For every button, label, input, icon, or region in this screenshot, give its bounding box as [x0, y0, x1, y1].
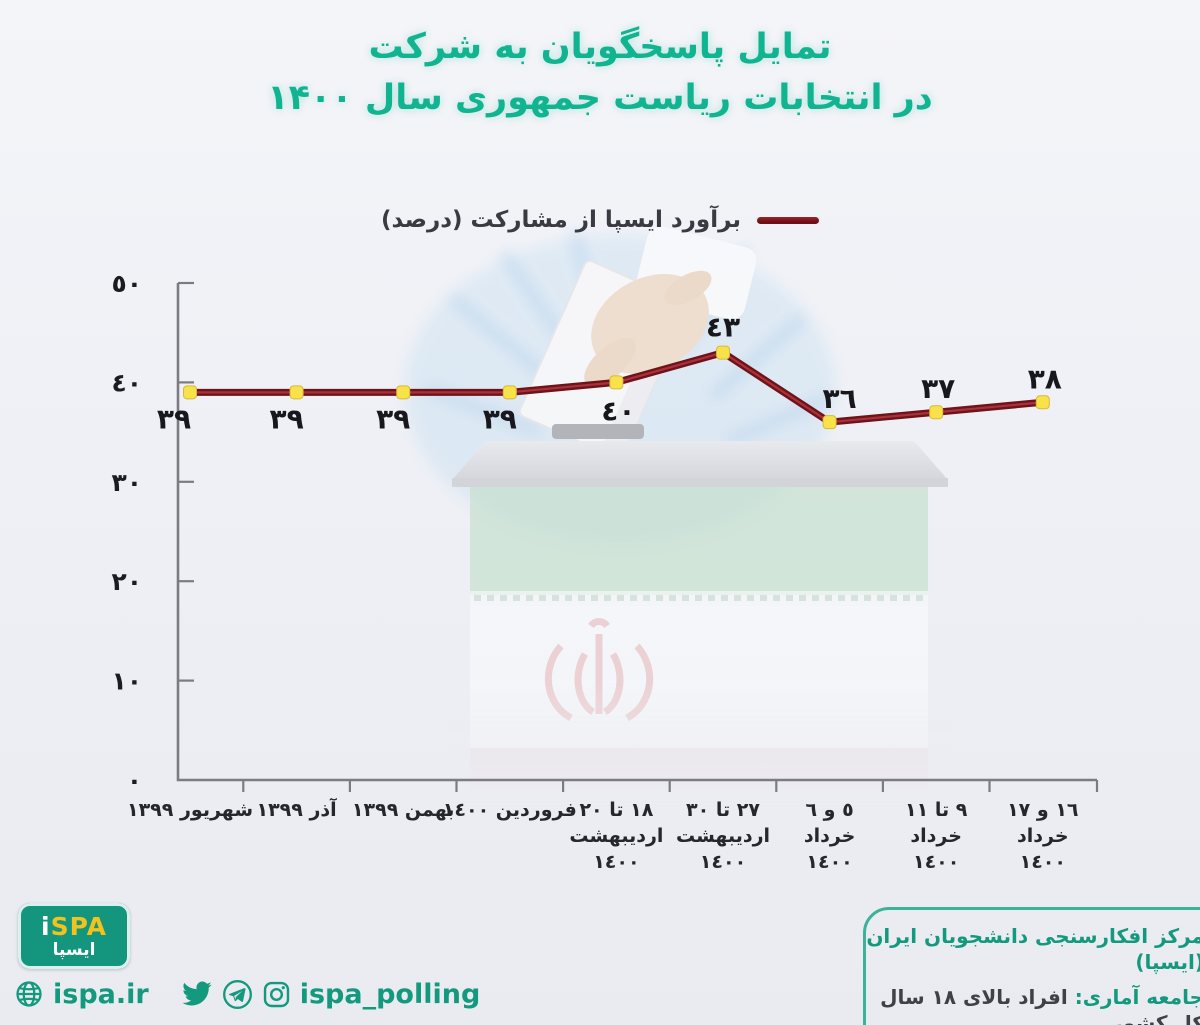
- statistical-population: جامعه آماری: افراد بالای ١٨ سال کل کشور: [880, 985, 1200, 1025]
- value-label: ٣٧: [921, 372, 955, 405]
- website-link[interactable]: ispa.ir: [53, 978, 149, 1010]
- x-axis-label: ٩ تا ١١ خرداد ١٤٠٠: [905, 799, 968, 873]
- legend-line-swatch: [757, 216, 820, 224]
- telegram-icon[interactable]: [222, 979, 253, 1010]
- x-axis-label: شهریور ١٣٩٩: [126, 799, 254, 821]
- x-axis-label: بهمن ١٣٩٩: [351, 799, 455, 821]
- org-name: مرکز افکارسنجی دانشجویان ایران (ایسپا): [866, 924, 1200, 974]
- participation-line-highlight: [188, 351, 1044, 424]
- value-label: ٤٠: [601, 394, 635, 427]
- x-axis-labels: شهریور ١٣٩٩ آذر ١٣٩٩ بهمن ١٣٩٩ فروردین ١٤٠٠…: [0, 797, 1200, 912]
- axes: [176, 283, 1097, 782]
- page-title-line1: تمایل پاسخگویان به شرکت: [368, 27, 832, 67]
- twitter-icon[interactable]: [181, 978, 213, 1010]
- social-bar: ispa.ir ispa_polling: [14, 978, 480, 1010]
- globe-icon: [16, 981, 42, 1007]
- data-point: [609, 375, 624, 390]
- y-tick-label: ٤٠: [111, 368, 142, 397]
- instagram-icon[interactable]: [262, 980, 291, 1009]
- y-tick-label: ٥٠: [111, 269, 142, 298]
- y-tick-label: ٢٠: [111, 567, 142, 596]
- data-point: [502, 385, 517, 400]
- data-point: [289, 385, 304, 400]
- ispa-logo: iSPA ایسپا: [18, 903, 130, 969]
- instagram-handle[interactable]: ispa_polling: [299, 978, 481, 1010]
- x-axis-label: ١٦ و ١٧ خرداد ١٤٠٠: [1007, 799, 1079, 873]
- data-point: [1035, 395, 1050, 410]
- x-axis-label: ١٨ تا ٢٠ اردیبهشت ١٤٠٠: [569, 799, 664, 873]
- x-axis-label: فروردین ١٤٠٠: [442, 799, 577, 821]
- page-title-line2: در انتخابات ریاست جمهوری سال ۱۴۰۰: [267, 77, 933, 118]
- ispa-logo-persian: ایسپا: [52, 939, 96, 960]
- chart-legend: برآورد ایسپا از مشارکت (درصد): [0, 207, 1200, 233]
- value-label: ٤٣: [706, 311, 740, 344]
- iran-flag: [470, 487, 928, 790]
- page-title: تمایل پاسخگویان به شرکت در انتخابات ریاس…: [0, 22, 1200, 124]
- y-tick-label: ٠: [127, 766, 142, 795]
- data-point: [822, 415, 837, 430]
- y-tick-label: ١٠: [111, 667, 142, 696]
- x-axis-label: ٥ و ٦ خرداد ١٤٠٠: [803, 799, 856, 873]
- blue-rays: [405, 230, 835, 545]
- legend-label: برآورد ایسپا از مشارکت (درصد): [380, 207, 742, 233]
- participation-line: [186, 349, 1047, 426]
- value-label: ٣٩: [376, 402, 410, 435]
- data-point: [929, 405, 944, 420]
- x-axis-label: ٢٧ تا ٣٠ اردیبهشت ١٤٠٠: [675, 799, 771, 873]
- methodology-box: مرکز افکارسنجی دانشجویان ایران (ایسپا) ج…: [863, 907, 1200, 1025]
- data-point: [716, 345, 730, 360]
- x-axis-label: آذر ١٣٩٩: [256, 799, 337, 821]
- data-point: [396, 385, 411, 400]
- value-label: ٣٩: [483, 402, 517, 435]
- value-label: ٣٩: [270, 402, 304, 435]
- ispa-logo-latin: iSPA: [41, 911, 107, 941]
- hand-ballot: [518, 226, 757, 459]
- ballot-box: [448, 424, 952, 810]
- value-label: ٣٨: [1028, 362, 1062, 395]
- y-tick-label: ٣٠: [111, 468, 142, 497]
- value-label: ٣٦: [823, 382, 857, 415]
- value-label: ٣٩: [157, 402, 191, 435]
- flag-emblem: [544, 618, 654, 722]
- data-point: [183, 385, 197, 400]
